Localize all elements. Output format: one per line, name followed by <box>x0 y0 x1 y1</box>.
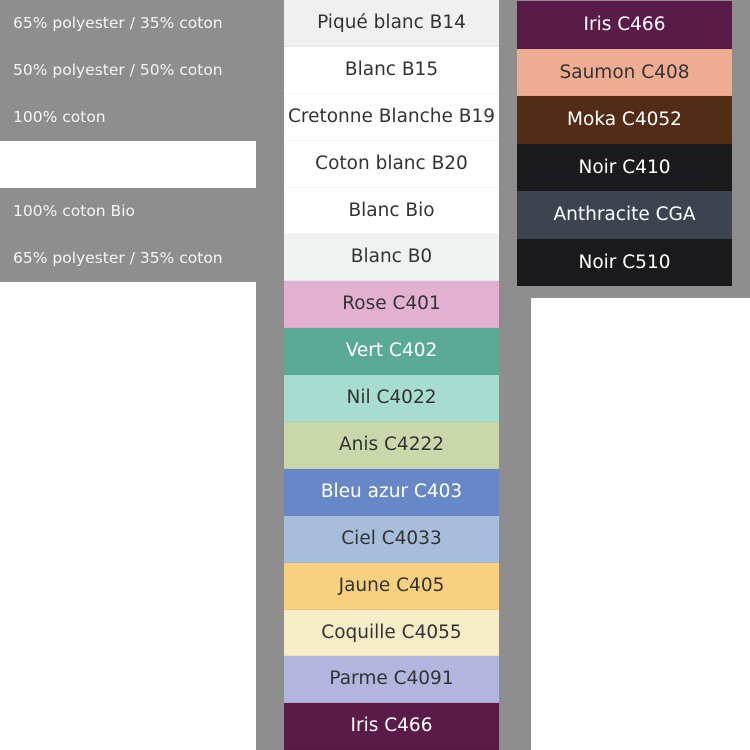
color-swatch[interactable]: Noir C410 <box>517 143 732 191</box>
fabric-label: 100% coton Bio <box>0 188 256 235</box>
color-swatch[interactable]: Rose C401 <box>284 281 499 329</box>
color-swatch[interactable]: Parme C4091 <box>284 656 499 704</box>
color-swatch[interactable]: Jaune C405 <box>284 562 499 610</box>
color-swatch[interactable]: Noir C510 <box>517 238 732 286</box>
fabric-label: 100% coton <box>0 94 256 141</box>
fabric-composition-list: 65% polyester / 35% coton 50% polyester /… <box>0 0 256 282</box>
color-swatch[interactable]: Saumon C408 <box>517 48 732 96</box>
color-swatch[interactable]: Coquille C4055 <box>284 609 499 657</box>
fabric-label: 50% polyester / 50% coton <box>0 47 256 94</box>
color-swatch[interactable]: Ciel C4033 <box>284 515 499 563</box>
color-swatch[interactable]: Anis C4222 <box>284 422 499 469</box>
color-swatch[interactable]: Blanc B0 <box>284 234 499 282</box>
main-swatch-column: Piqué blanc B14 Blanc B15 Cretonne Blanche… <box>284 0 499 750</box>
color-swatch[interactable]: Blanc Bio <box>284 187 499 235</box>
color-swatch[interactable]: Piqué blanc B14 <box>284 0 499 47</box>
color-swatch[interactable]: Moka C4052 <box>517 96 732 144</box>
color-swatch[interactable]: Iris C466 <box>284 703 499 750</box>
color-swatch[interactable]: Vert C402 <box>284 328 499 376</box>
color-swatch[interactable]: Iris C466 <box>517 1 732 49</box>
color-swatch[interactable]: Nil C4022 <box>284 375 499 423</box>
dark-swatch-column: Iris C466 Saumon C408 Moka C4052 Noir C410 A… <box>517 1 732 286</box>
fabric-label: 65% polyester / 35% coton <box>0 235 256 282</box>
color-swatch[interactable]: Bleu azur C403 <box>284 468 499 516</box>
color-swatch[interactable]: Anthracite CGA <box>517 191 732 239</box>
color-swatch[interactable]: Blanc B15 <box>284 46 499 94</box>
color-swatch[interactable]: Cretonne Blanche B19 <box>284 93 499 141</box>
fabric-label: 65% polyester / 35% coton <box>0 0 256 47</box>
fabric-label <box>0 141 256 188</box>
color-swatch[interactable]: Coton blanc B20 <box>284 140 499 188</box>
